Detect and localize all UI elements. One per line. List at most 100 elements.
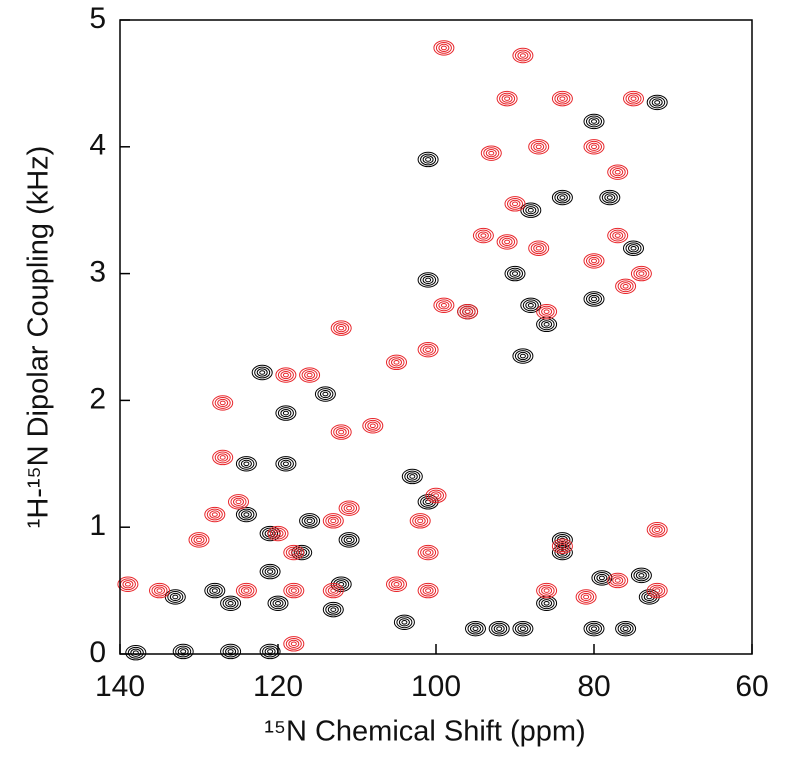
contour-ring [614,233,621,238]
contour-ring [591,144,597,150]
contour-ring [598,575,605,581]
contour-ring [435,299,452,312]
contour-ring [609,574,626,587]
contour-ring [319,389,331,399]
contour-ring [277,457,294,470]
peak [615,620,637,637]
contour-ring [588,624,600,633]
contour-ring [654,100,661,105]
contour-ring [127,646,144,659]
contour-ring [519,353,526,359]
contour-ring [238,457,255,470]
contour-ring [391,580,402,589]
peak [480,145,502,161]
contour-ring [217,453,229,462]
contour-ring [575,589,597,605]
contour-ring [275,405,297,421]
peak [551,90,573,107]
peak [512,47,534,64]
contour-ring [633,267,650,280]
contour-ring [628,244,639,253]
contour-ring [615,620,637,637]
contour-ring [514,350,531,362]
peak [551,538,573,554]
contour-ring [191,533,207,546]
peak [251,364,273,381]
contour-ring [264,567,276,576]
contour-ring [322,513,344,529]
contour-ring [622,626,629,631]
contour-ring [538,584,555,597]
contour-ring [275,531,281,536]
peak [220,595,242,611]
contour-ring [551,90,573,107]
peak [583,291,605,307]
contour-ring [420,343,437,356]
peak [417,341,439,358]
peak [630,265,652,282]
contour-ring [440,303,447,308]
contour-ring [282,461,289,467]
contour-ring [457,303,479,320]
contour-ring [386,354,407,371]
contour-ring [527,207,534,213]
contour-ring [275,456,297,472]
contour-ring [330,320,352,336]
contour-ring [206,584,223,597]
contour-ring [559,537,566,543]
contour-ring [586,115,602,128]
contour-ring [214,451,231,464]
contour-ring [219,455,226,460]
contour-ring [543,600,550,606]
contour-ring [543,309,550,314]
contour-ring [362,418,384,434]
contour-ring [227,649,234,654]
contour-ring [275,600,281,606]
contour-ring [222,597,239,610]
contour-ring [367,421,379,430]
contour-ring [543,322,550,327]
contour-ring [212,395,234,411]
contour-ring [206,508,223,521]
contour-ring [614,169,621,175]
contour-ring [409,513,431,529]
peak [267,525,289,542]
contour-ring [551,189,573,206]
contour-ring [633,569,650,582]
contour-ring [635,269,647,278]
contour-ring [283,582,305,599]
contour-ring [124,581,131,587]
contour-ring [338,325,345,331]
contour-ring [217,398,229,408]
contour-ring [422,155,434,164]
peak [496,90,518,107]
contour-ring [420,274,437,286]
contour-ring [485,149,497,158]
contour-ring [465,620,486,637]
contour-ring [504,239,511,245]
contour-ring [554,191,571,204]
peak [433,40,455,56]
peak [496,234,518,250]
contour-ring [630,245,637,251]
contour-ring [554,540,571,553]
contour-ring [393,360,400,365]
x-tick-label: 120 [253,670,303,703]
contour-ring [607,164,629,180]
contour-ring [607,572,629,589]
peak [575,589,597,605]
contour-ring [512,47,534,64]
contour-ring [620,282,632,291]
contour-ring [438,301,450,310]
peak [512,348,534,364]
contour-ring [299,367,321,383]
contour-ring [125,645,147,661]
contour-ring [283,544,305,561]
peak [204,582,226,599]
contour-ring [420,584,437,597]
contour-ring [554,92,571,105]
peak [338,532,360,548]
contour-ring [586,622,602,635]
contour-ring [414,516,426,525]
